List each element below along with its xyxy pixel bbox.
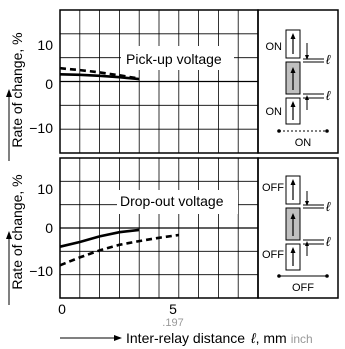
pickup-ell-bottom: ℓ bbox=[326, 88, 331, 103]
pickup-solid-series-line bbox=[59, 73, 140, 81]
pickup-ytick-0: 0 bbox=[45, 76, 53, 92]
x-axis-label-text: Inter-relay distance bbox=[126, 330, 245, 346]
pickup-title: Pick-up voltage bbox=[126, 51, 222, 67]
xtick-0: 0 bbox=[58, 301, 66, 317]
pickup-dim-arrowhead-bottom bbox=[305, 95, 309, 100]
xtick-5: 5 bbox=[169, 301, 177, 317]
dropout-ytick-neg10: −10 bbox=[29, 263, 53, 279]
pickup-ytick-neg10: −10 bbox=[29, 120, 53, 136]
x-axis-symbol: ℓ bbox=[250, 330, 256, 346]
pickup-footer-label: ON bbox=[295, 137, 312, 149]
dropout-dashed-series-line bbox=[59, 233, 179, 267]
pickup-diagram-frame bbox=[257, 9, 339, 154]
pickup-footer-dot-left bbox=[277, 129, 281, 133]
dropout-footer-dot-left bbox=[277, 274, 281, 278]
dropout-ytick-0: 0 bbox=[45, 220, 53, 236]
x-axis-label: Inter-relay distance ℓ, mm inch bbox=[126, 330, 313, 346]
dropout-panel: Drop-out voltage 10 0 −10 Rate of change… bbox=[6, 157, 313, 346]
dropout-footer-label: OFF bbox=[292, 282, 314, 294]
dropout-ytick-10: 10 bbox=[37, 181, 53, 197]
dropout-state-top: OFF bbox=[262, 182, 284, 194]
dropout-dim-arrowhead-bottom bbox=[305, 241, 309, 246]
dropout-curves bbox=[59, 228, 179, 267]
dropout-state-bottom: OFF bbox=[262, 249, 284, 261]
dropout-footer-dot-right bbox=[325, 274, 329, 278]
x-axis-unit-alt: inch bbox=[291, 332, 313, 346]
pickup-state-bottom: ON bbox=[266, 106, 283, 118]
dropout-diagram-frame bbox=[257, 157, 339, 299]
dropout-dim-arrowhead-top bbox=[305, 201, 309, 206]
dropout-ylabel-arrowhead bbox=[6, 231, 12, 239]
pickup-dim-arrowhead-top bbox=[305, 55, 309, 60]
pickup-grid bbox=[60, 10, 258, 153]
pickup-curves bbox=[59, 66, 140, 81]
pickup-ylabel: Rate of change, % bbox=[9, 32, 25, 147]
dropout-ell-bottom: ℓ bbox=[326, 234, 331, 249]
dropout-title: Drop-out voltage bbox=[120, 193, 224, 209]
pickup-relay-bottom-arrowhead bbox=[290, 101, 296, 107]
pickup-state-top: ON bbox=[266, 41, 283, 53]
dropout-relay-top-arrowhead bbox=[290, 179, 296, 185]
pickup-panel: Pick-up voltage 10 0 −10 Rate of change,… bbox=[6, 9, 259, 161]
xlabel-arrowhead bbox=[114, 335, 122, 341]
dropout-diagram: OFF OFF ℓ ℓ OFF bbox=[257, 157, 339, 299]
pickup-footer-dot-right bbox=[325, 129, 329, 133]
pickup-ylabel-arrowhead bbox=[6, 89, 12, 97]
pickup-diagram: ON ON ℓ ℓ ON bbox=[257, 9, 339, 154]
pickup-ell-top: ℓ bbox=[326, 52, 331, 67]
pickup-dashed-series-line bbox=[59, 66, 140, 80]
dropout-grid bbox=[60, 158, 258, 298]
pickup-title-bg bbox=[121, 46, 234, 70]
dropout-solid-series-line bbox=[59, 228, 140, 248]
dropout-title-bg bbox=[117, 190, 238, 214]
pickup-relay-top-arrowhead bbox=[290, 33, 296, 39]
dropout-relay-mid-arrowhead bbox=[290, 213, 296, 219]
x-axis-unit: , mm bbox=[256, 330, 287, 346]
dropout-ell-top: ℓ bbox=[326, 199, 331, 214]
xtick-5-inch: .197 bbox=[162, 317, 183, 329]
pickup-ytick-10: 10 bbox=[37, 37, 53, 53]
dropout-relay-bottom-arrowhead bbox=[290, 247, 296, 253]
dropout-ylabel: Rate of change, % bbox=[9, 174, 25, 289]
pickup-relay-mid-arrowhead bbox=[290, 67, 296, 73]
